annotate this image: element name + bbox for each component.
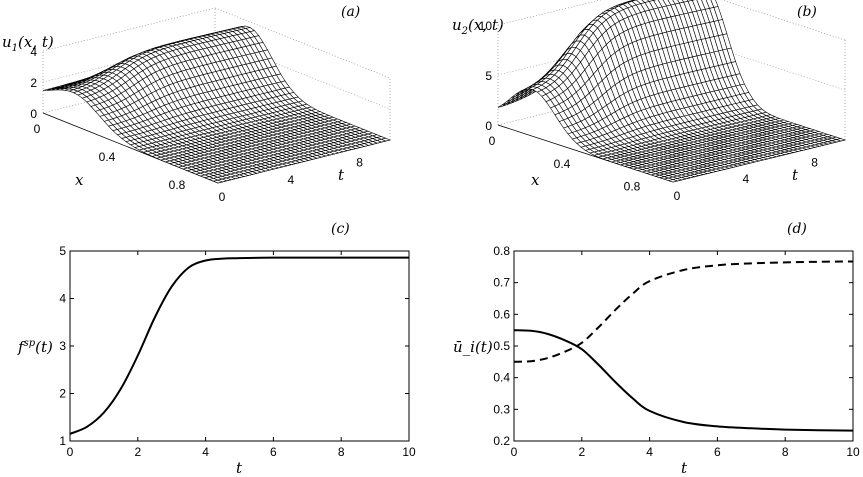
panel-label-d: (d) xyxy=(787,221,807,237)
line-panel-d: (d) ū_i(t) t 0 2 4 6 8 10 0.2 0.3 0.4 0.5 0.6 0.7 0.… xyxy=(453,221,860,477)
t-tick-label: 4 xyxy=(742,172,749,186)
axis-box-line xyxy=(720,0,846,41)
x-tick-label: 8 xyxy=(338,445,345,459)
y-tick-label: 2 xyxy=(59,387,66,401)
x-tick-label: 2 xyxy=(134,445,141,459)
x-tick-label: 2 xyxy=(578,445,585,459)
xlabel-c: t xyxy=(236,459,243,477)
surface-panel-a: (a) u1(x, t) x t 0 0.4 0.8 0 4 8 0 2 4 xyxy=(2,4,391,204)
z-tick-label: 10 xyxy=(479,19,493,33)
z-tick-label: 2 xyxy=(30,76,37,90)
x-tick-label: 10 xyxy=(846,445,860,459)
axis-box-line xyxy=(42,7,216,52)
t-tick-label: 8 xyxy=(811,155,818,169)
z-tick-label: 0 xyxy=(485,119,492,133)
series-line-solid xyxy=(69,256,409,435)
tlabel-a: t xyxy=(338,166,345,184)
surface-cell xyxy=(212,179,224,184)
t-tick-label: 0 xyxy=(219,190,226,204)
ylabel-c: fsp(t) xyxy=(17,338,53,356)
panel-label-a: (a) xyxy=(341,4,360,20)
y-tick-label: 4 xyxy=(59,292,66,306)
x-tick-label: 0.4 xyxy=(554,157,571,171)
z-tick-label: 0 xyxy=(30,107,37,121)
y-tick-label: 0.2 xyxy=(493,434,510,448)
plot-frame xyxy=(513,250,854,442)
x-tick-label: 6 xyxy=(270,445,277,459)
y-tick-label: 1 xyxy=(59,434,66,448)
x-tick-label: 0 xyxy=(489,134,496,148)
z-tick-label: 4 xyxy=(30,45,37,59)
x-tick-label: 0 xyxy=(67,445,74,459)
panel-label-b: (b) xyxy=(797,4,817,20)
t-tick-label: 0 xyxy=(674,189,681,203)
t-tick-label: 8 xyxy=(356,156,363,170)
x-tick-label: 0.4 xyxy=(99,150,116,164)
x-tick-label: 0.8 xyxy=(169,178,186,192)
x-tick-label: 6 xyxy=(714,445,721,459)
z-tick-label: 5 xyxy=(485,69,492,83)
x-tick-label: 8 xyxy=(782,445,789,459)
y-tick-label: 0.6 xyxy=(493,307,510,321)
plot-frame xyxy=(69,250,410,442)
x-tick-label: 0 xyxy=(34,122,41,136)
x-tick-label: 0.8 xyxy=(624,180,641,194)
y-tick-label: 0.7 xyxy=(493,276,510,290)
y-tick-label: 0.4 xyxy=(493,371,510,385)
zlabel-a: u1(x, t) xyxy=(2,33,54,54)
y-tick-label: 0.5 xyxy=(493,339,510,353)
y-tick-label: 0.8 xyxy=(493,244,510,258)
y-tick-label: 0.3 xyxy=(493,402,510,416)
x-tick-label: 10 xyxy=(402,445,416,459)
xlabel-b: x xyxy=(531,171,540,189)
x-tick-label: 0 xyxy=(511,445,518,459)
y-tick-label: 3 xyxy=(59,339,66,353)
ylabel-d: ū_i(t) xyxy=(453,338,493,356)
tlabel-b: t xyxy=(792,166,799,184)
y-tick-label: 5 xyxy=(59,244,66,258)
xlabel-a: x xyxy=(75,171,84,189)
series-line-dashed xyxy=(513,260,854,363)
t-tick-label: 4 xyxy=(287,173,294,187)
xlabel-d: t xyxy=(681,459,688,477)
series-line-solid xyxy=(513,329,854,432)
x-tick-label: 4 xyxy=(646,445,653,459)
x-tick-label: 4 xyxy=(202,445,209,459)
panel-label-c: (c) xyxy=(331,221,350,237)
surface-cell xyxy=(667,179,679,183)
